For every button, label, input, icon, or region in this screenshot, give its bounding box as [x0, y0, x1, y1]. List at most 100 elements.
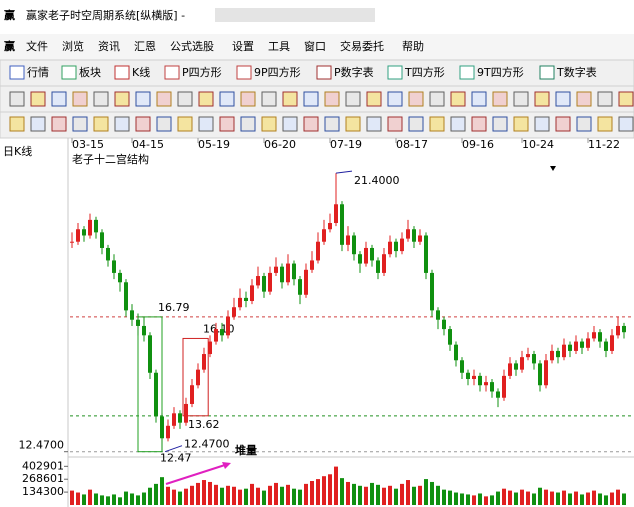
tool-button[interactable]	[261, 116, 277, 132]
tool-button[interactable]	[135, 116, 151, 132]
menu-item[interactable]: 交易委托	[340, 39, 384, 53]
tool-button[interactable]	[219, 116, 235, 132]
menu-item[interactable]: 汇恩	[134, 40, 156, 53]
tool-button[interactable]	[114, 91, 130, 107]
tool-button[interactable]	[429, 91, 445, 107]
toolbar-item[interactable]: 9P四方形	[254, 65, 301, 79]
candle-body	[424, 235, 428, 273]
tool-button[interactable]	[492, 116, 508, 132]
volume-bar	[478, 493, 482, 505]
tool-button[interactable]	[261, 91, 277, 107]
candle-body	[460, 360, 464, 373]
tool-button[interactable]	[240, 91, 256, 107]
tool-button[interactable]	[156, 91, 172, 107]
tool-button[interactable]	[366, 91, 382, 107]
tool-button[interactable]	[135, 91, 151, 107]
tool-button[interactable]	[597, 91, 613, 107]
volume-bar	[136, 495, 140, 505]
volume-bar	[148, 487, 152, 505]
tool-button[interactable]	[198, 91, 214, 107]
toolbar-icon[interactable]	[9, 65, 25, 80]
tool-button[interactable]	[282, 91, 298, 107]
tool-button[interactable]	[618, 91, 634, 107]
tool-button[interactable]	[534, 116, 550, 132]
tool-button[interactable]	[576, 116, 592, 132]
toolbar-item[interactable]: K线	[132, 65, 150, 79]
tool-button[interactable]	[576, 91, 592, 107]
toolbar-icon[interactable]	[316, 65, 332, 80]
menu-item[interactable]: 帮助	[402, 39, 424, 53]
tool-button[interactable]	[450, 116, 466, 132]
tool-button[interactable]	[72, 91, 88, 107]
tool-button[interactable]	[429, 116, 445, 132]
tool-button[interactable]	[9, 91, 25, 107]
tool-button[interactable]	[93, 91, 109, 107]
tool-button[interactable]	[471, 116, 487, 132]
menu-item[interactable]: 公式选股	[170, 40, 214, 53]
tool-button[interactable]	[219, 91, 235, 107]
tool-button[interactable]	[345, 116, 361, 132]
tool-button[interactable]	[93, 116, 109, 132]
dropdown-arrow[interactable]	[550, 166, 556, 171]
tool-button[interactable]	[450, 91, 466, 107]
tool-button[interactable]	[156, 116, 172, 132]
tool-button[interactable]	[471, 91, 487, 107]
toolbar-icon[interactable]	[387, 65, 403, 80]
toolbar-item[interactable]: P数字表	[334, 65, 374, 79]
tool-button[interactable]	[387, 116, 403, 132]
toolbar-icon[interactable]	[236, 65, 252, 80]
tool-button[interactable]	[30, 116, 46, 132]
tool-button[interactable]	[51, 116, 67, 132]
tool-button[interactable]	[198, 116, 214, 132]
volume-tick-label: 268601	[22, 472, 64, 485]
toolbar-icon[interactable]	[164, 65, 180, 80]
tool-button[interactable]	[177, 116, 193, 132]
tool-button[interactable]	[324, 91, 340, 107]
toolbar-item[interactable]: 板块	[79, 65, 101, 79]
volume-bar	[322, 476, 326, 505]
tool-button[interactable]	[303, 91, 319, 107]
tool-button[interactable]	[534, 91, 550, 107]
tool-button[interactable]	[492, 91, 508, 107]
menu-item[interactable]: 窗口	[304, 39, 326, 53]
toolbar-item[interactable]: T四方形	[404, 65, 445, 79]
tool-button[interactable]	[9, 116, 25, 132]
tool-button[interactable]	[240, 116, 256, 132]
menu-item[interactable]: 浏览	[62, 39, 84, 53]
tool-button[interactable]	[408, 116, 424, 132]
tool-button[interactable]	[555, 116, 571, 132]
menu-item[interactable]: 资讯	[98, 40, 120, 53]
toolbar-item[interactable]: 行情	[27, 66, 49, 79]
toolbar-item[interactable]: P四方形	[182, 65, 222, 79]
tool-button[interactable]	[51, 91, 67, 107]
tool-button[interactable]	[513, 116, 529, 132]
toolbar-item[interactable]: T数字表	[556, 65, 597, 79]
menu-item[interactable]: 工具	[268, 40, 290, 53]
candle-body	[106, 247, 110, 261]
tool-button[interactable]	[555, 91, 571, 107]
toolbar-icon[interactable]	[539, 65, 555, 80]
toolbar-item[interactable]: 9T四方形	[477, 65, 524, 79]
tool-button[interactable]	[513, 91, 529, 107]
tool-button[interactable]	[324, 116, 340, 132]
toolbar-icon[interactable]	[459, 65, 475, 80]
tool-button[interactable]	[408, 91, 424, 107]
tool-button[interactable]	[345, 91, 361, 107]
menu-item[interactable]: 文件	[26, 39, 48, 53]
tool-button[interactable]	[30, 91, 46, 107]
menu-item[interactable]: 设置	[232, 40, 254, 53]
tool-button[interactable]	[387, 91, 403, 107]
tool-button[interactable]	[282, 116, 298, 132]
tool-button[interactable]	[618, 116, 634, 132]
tool-button[interactable]	[114, 116, 130, 132]
candle-body	[190, 385, 194, 404]
tool-button[interactable]	[177, 91, 193, 107]
tool-button[interactable]	[597, 116, 613, 132]
toolbar-icon[interactable]	[61, 65, 77, 80]
tool-button[interactable]	[366, 116, 382, 132]
tool-button[interactable]	[72, 116, 88, 132]
tool-button[interactable]	[303, 116, 319, 132]
candle-body	[400, 238, 404, 252]
toolbar-icon[interactable]	[114, 65, 130, 80]
volume-bar	[580, 494, 584, 505]
